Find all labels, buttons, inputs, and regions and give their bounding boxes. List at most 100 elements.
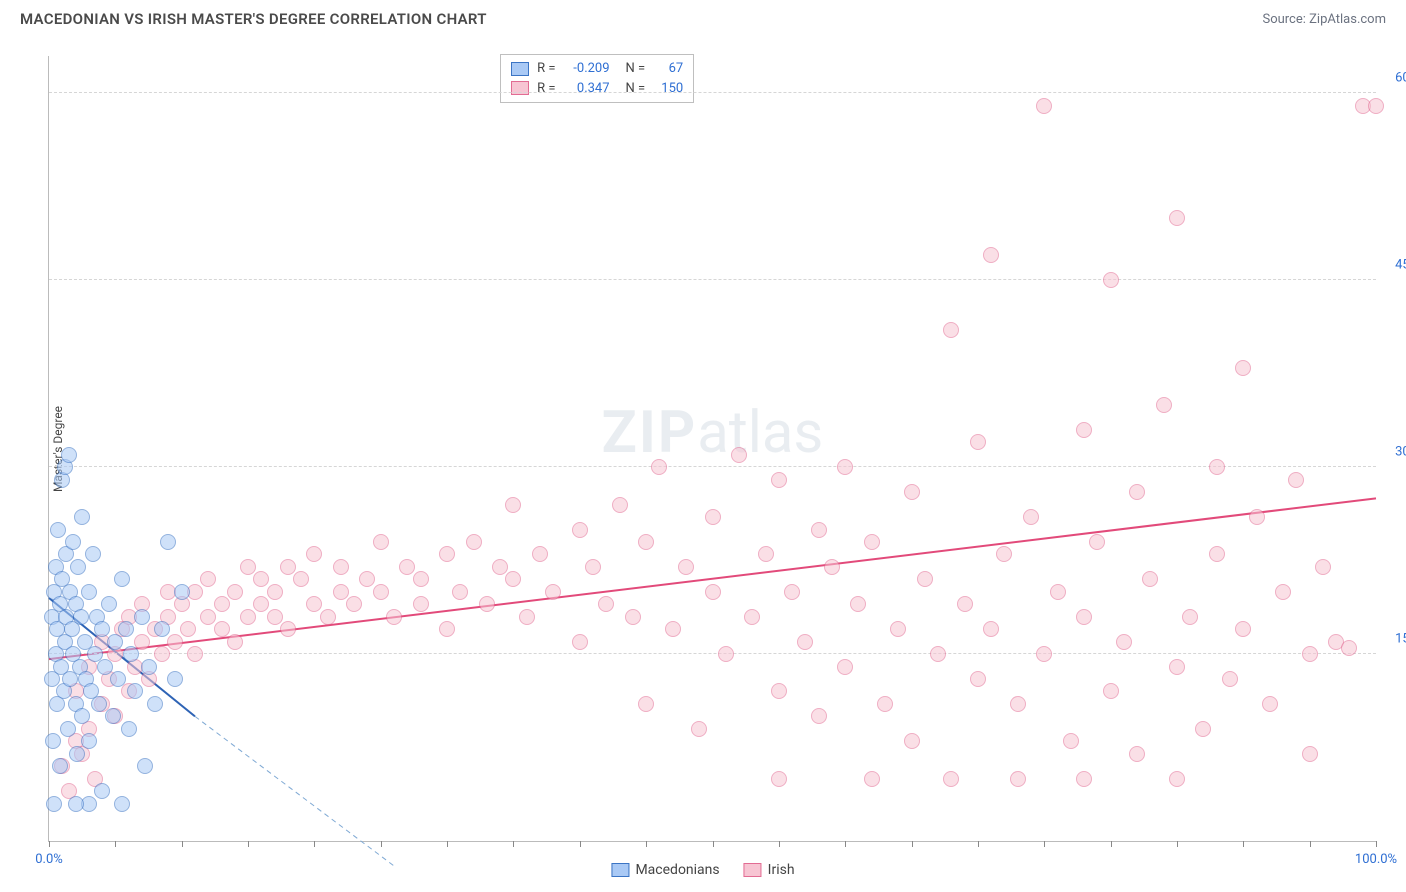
stats-n-label-0: N = (626, 59, 646, 79)
gridline (49, 653, 1376, 654)
data-point-irish (333, 559, 349, 575)
data-point-irish (1169, 210, 1185, 226)
data-point-irish (1036, 98, 1052, 114)
x-tick (1310, 841, 1311, 847)
data-point-irish (1235, 621, 1251, 637)
legend-item-macedonian: Macedonians (611, 862, 719, 878)
stats-r-label-1: R = (537, 79, 555, 99)
legend-item-irish: Irish (744, 862, 795, 878)
x-tick (646, 841, 647, 847)
data-point-irish (519, 609, 535, 625)
legend-label-macedonian: Macedonians (635, 862, 719, 878)
data-point-irish (167, 634, 183, 650)
y-tick-label: 60.0% (1395, 71, 1406, 86)
data-point-irish (638, 696, 654, 712)
chart-title: MACEDONIAN VS IRISH MASTER'S DEGREE CORR… (20, 10, 487, 28)
chart-area: ZIPatlas Master's Degree R = -0.209 N = … (48, 56, 1376, 842)
data-point-macedonian (97, 659, 113, 675)
data-point-irish (1010, 696, 1026, 712)
data-point-irish (1129, 746, 1145, 762)
data-point-macedonian (114, 571, 130, 587)
data-point-irish (758, 546, 774, 562)
data-point-macedonian (50, 522, 66, 538)
data-point-macedonian (73, 609, 89, 625)
data-point-irish (505, 497, 521, 513)
data-point-irish (386, 609, 402, 625)
data-point-macedonian (94, 783, 110, 799)
data-point-irish (665, 621, 681, 637)
data-point-irish (154, 646, 170, 662)
trend-lines-layer (49, 56, 1376, 841)
x-tick (49, 841, 50, 847)
x-tick (381, 841, 382, 847)
data-point-macedonian (85, 546, 101, 562)
data-point-irish (890, 621, 906, 637)
data-point-irish (585, 559, 601, 575)
data-point-irish (452, 584, 468, 600)
stats-row-macedonian: R = -0.209 N = 67 (511, 59, 683, 79)
x-tick (513, 841, 514, 847)
data-point-irish (1129, 484, 1145, 500)
stats-legend-box: R = -0.209 N = 67 R = 0.347 N = 150 (500, 54, 694, 103)
data-point-irish (214, 596, 230, 612)
data-point-irish (466, 534, 482, 550)
data-point-irish (784, 584, 800, 600)
data-point-irish (705, 584, 721, 600)
x-tick-label: 100.0% (1355, 852, 1397, 867)
data-point-irish (1249, 509, 1265, 525)
data-point-macedonian (81, 733, 97, 749)
data-point-irish (837, 659, 853, 675)
data-point-irish (731, 447, 747, 463)
stats-swatch-macedonian (511, 62, 529, 76)
data-point-macedonian (167, 671, 183, 687)
data-point-irish (957, 596, 973, 612)
data-point-irish (811, 522, 827, 538)
data-point-irish (253, 596, 269, 612)
data-point-irish (983, 621, 999, 637)
x-tick-label: 0.0% (35, 852, 63, 867)
data-point-irish (824, 559, 840, 575)
data-point-irish (333, 584, 349, 600)
data-point-irish (598, 596, 614, 612)
x-tick (182, 841, 183, 847)
data-point-irish (1288, 472, 1304, 488)
data-point-irish (864, 534, 880, 550)
data-point-irish (970, 671, 986, 687)
data-point-irish (1195, 721, 1211, 737)
gridline (49, 279, 1376, 280)
data-point-irish (1368, 98, 1384, 114)
x-tick (1177, 841, 1178, 847)
data-point-irish (293, 571, 309, 587)
data-point-macedonian (127, 683, 143, 699)
data-point-irish (930, 646, 946, 662)
data-point-irish (1103, 272, 1119, 288)
data-point-irish (572, 634, 588, 650)
x-tick (779, 841, 780, 847)
data-point-irish (227, 634, 243, 650)
data-point-macedonian (141, 659, 157, 675)
data-point-irish (1209, 546, 1225, 562)
x-tick (1376, 841, 1377, 847)
y-tick-label: 15.0% (1395, 632, 1406, 647)
data-point-macedonian (70, 559, 86, 575)
stats-r-value-0: -0.209 (564, 59, 610, 79)
data-point-irish (718, 646, 734, 662)
data-point-irish (1302, 646, 1318, 662)
data-point-macedonian (174, 584, 190, 600)
data-point-macedonian (118, 621, 134, 637)
data-point-macedonian (105, 708, 121, 724)
data-point-irish (373, 584, 389, 600)
legend-swatch-irish (744, 863, 762, 877)
data-point-macedonian (68, 796, 84, 812)
trend-line (195, 716, 394, 866)
data-point-irish (625, 609, 641, 625)
data-point-macedonian (121, 721, 137, 737)
data-point-macedonian (74, 708, 90, 724)
data-point-irish (479, 596, 495, 612)
data-point-irish (572, 522, 588, 538)
data-point-irish (1302, 746, 1318, 762)
data-point-irish (744, 609, 760, 625)
data-point-irish (180, 621, 196, 637)
data-point-irish (1235, 360, 1251, 376)
data-point-irish (996, 546, 1012, 562)
